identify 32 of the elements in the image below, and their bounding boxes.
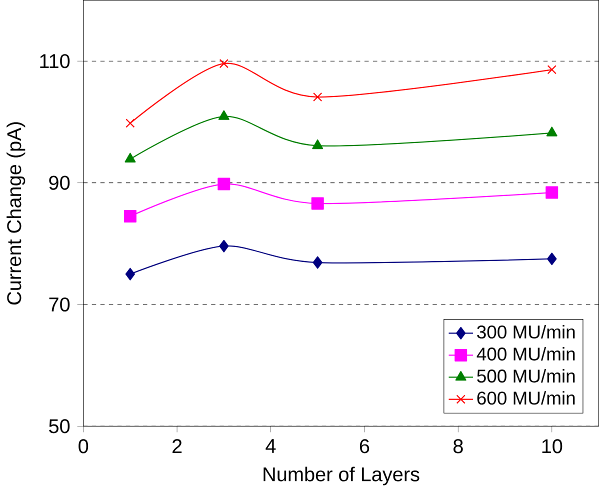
legend-label: 400 MU/min (476, 347, 575, 361)
y-tick-label: 90 (49, 176, 70, 190)
x-axis-title: Number of Layers (264, 466, 420, 486)
point (311, 197, 324, 210)
y-tick-label: 110 (40, 54, 70, 68)
y-tick-label: 50 (49, 419, 70, 434)
point (218, 178, 230, 190)
point (546, 126, 558, 136)
point (125, 268, 136, 280)
point (313, 92, 322, 102)
point (547, 252, 557, 266)
point (547, 65, 556, 74)
y-tick-label: 70 (49, 297, 70, 312)
point (124, 210, 136, 223)
x-tick-label: 6 (360, 439, 370, 454)
x-tick-label: 8 (454, 439, 463, 454)
legend-label: 600 MU/min (477, 391, 575, 405)
point (219, 240, 229, 252)
x-tick-label: 2 (172, 439, 182, 454)
point (126, 118, 135, 128)
x-tick-label: 10 (542, 439, 562, 454)
point (218, 110, 230, 120)
point (219, 59, 228, 68)
y-axis-title: Current Change (pA) (6, 122, 26, 305)
point (124, 152, 136, 163)
point (312, 139, 324, 150)
x-tick-label: 0 (78, 439, 88, 454)
legend-label: 500 MU/min (477, 369, 575, 383)
legend-label: 300 MU/min (477, 325, 575, 339)
x-tick-label: 4 (266, 439, 276, 453)
point (546, 186, 558, 199)
point (312, 256, 322, 269)
